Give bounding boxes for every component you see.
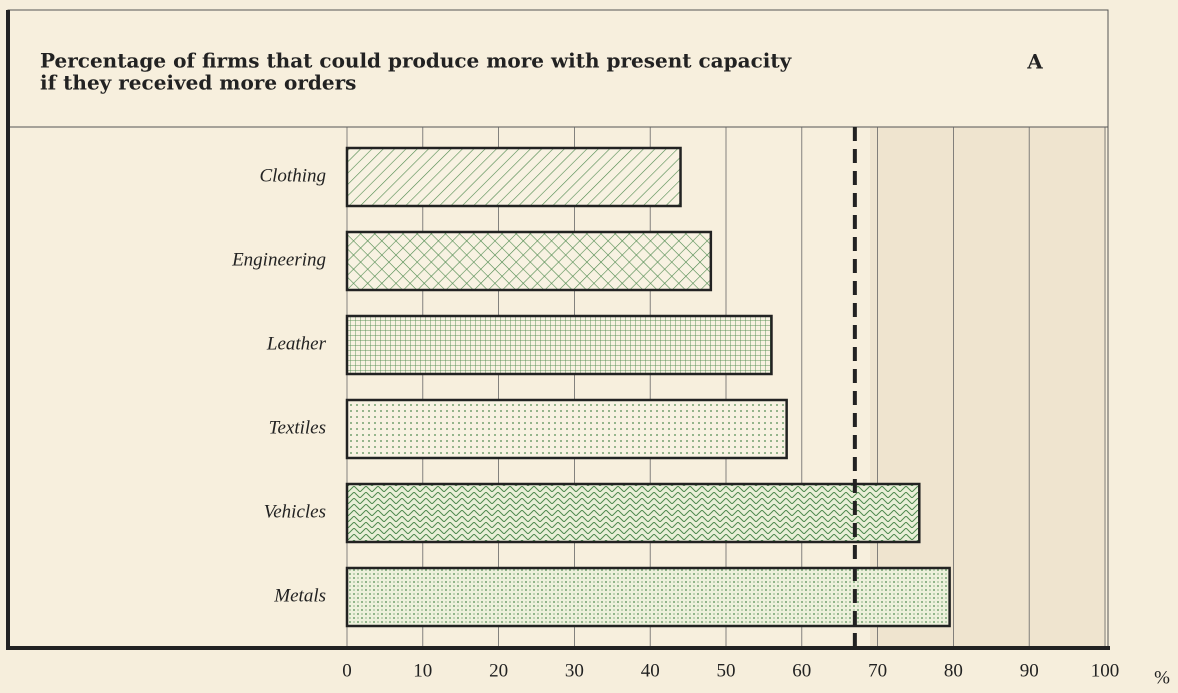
x-tick-label: 40 [641, 660, 660, 681]
x-tick-label: 60 [792, 660, 811, 681]
bar [345, 146, 682, 208]
x-tick-label: 80 [944, 660, 963, 681]
bar [345, 398, 788, 460]
panel-label: A [1026, 50, 1043, 74]
x-tick-label: 70 [868, 660, 887, 681]
x-tick-label: 10 [413, 660, 432, 681]
y-tick-label: Engineering [231, 249, 326, 270]
x-tick-label: 50 [717, 660, 736, 681]
y-tick-label: Metals [273, 585, 326, 606]
shade [870, 127, 1106, 648]
y-tick-label: Leather [266, 333, 327, 354]
x-tick-label: 20 [489, 660, 508, 681]
bar [345, 566, 951, 628]
bar [345, 482, 921, 544]
chart-title: Percentage of firms that could produce m… [40, 49, 793, 73]
axis-unit: % [1154, 667, 1170, 688]
y-tick-label: Clothing [259, 165, 326, 186]
x-tick-label: 30 [565, 660, 584, 681]
plot: 0 10 20 30 40 50 60 70 80 90 100 Clothing Engineerin… [231, 127, 1119, 681]
x-tick-label: 0 [342, 660, 352, 681]
bar [345, 230, 713, 292]
chart-title: if they received more orders [40, 71, 356, 95]
x-tick-label: 100 [1091, 660, 1120, 681]
x-tick-label: 90 [1020, 660, 1039, 681]
y-tick-label: Vehicles [264, 501, 326, 522]
y-tick-label: Textiles [269, 417, 326, 438]
bar [345, 314, 773, 376]
